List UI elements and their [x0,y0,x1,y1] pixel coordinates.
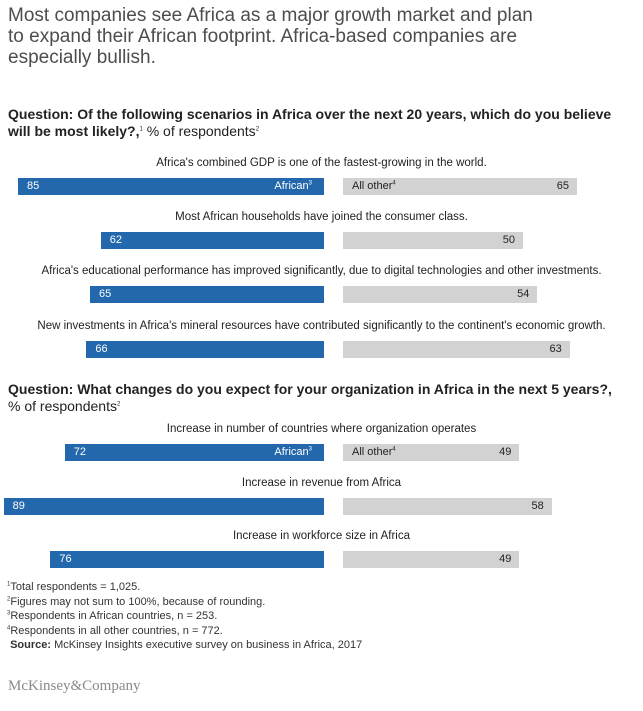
bar-all-other: 50 [343,232,523,249]
chart-title-line: to expand their African footprint. Afric… [8,26,518,47]
question-1-text: Question: Of the following scenarios in … [8,106,612,122]
question-1: Question: Of the following scenarios in … [8,106,633,140]
question-1-footnote-mark: 1 [139,126,143,133]
bar-all-other: All other4 65 [343,178,577,195]
series-footnote-mark: 4 [392,446,396,453]
bar-african: 89 [3,498,324,515]
category-label: Increase in workforce size in Africa [232,530,411,542]
question-2-text: Question: What changes do you expect for… [8,381,612,397]
footnote-item: 3Respondents in African countries, n = 2… [7,609,627,624]
source-line: Source: McKinsey Insights executive surv… [7,638,627,653]
bar-value-other: 58 [531,500,544,512]
question-2-unit: % of respondents [8,398,117,414]
footnote-text: Respondents in African countries, n = 25… [10,610,218,623]
source-label: Source: [10,639,52,652]
footnotes: 1Total respondents = 1,025. 2Figures may… [7,580,627,653]
bar-value-other: 63 [549,343,562,355]
source-text: McKinsey Insights executive survey on bu… [54,639,363,652]
bar-african: 72 African3 [64,444,324,461]
bar-value-other: 50 [502,234,515,246]
category-label: Africa's educational performance has imp… [41,265,602,277]
question-2-unit-footnote-mark: 2 [116,401,121,408]
bar-value-other: 54 [517,288,530,300]
category-label: Africa's combined GDP is one of the fast… [156,157,487,169]
bar-value-other: 65 [556,180,569,192]
series-label-african: African3 [274,180,312,192]
series-label-other: All other4 [352,446,396,458]
series-footnote-mark: 3 [308,180,312,187]
question-1-unit-footnote-mark: 2 [255,126,260,133]
bar-value-african: 62 [109,234,123,246]
footnote-mark: 3 [7,610,11,617]
category-label: New investments in Africa's mineral reso… [37,320,606,332]
chart-title: Most companies see Africa as a major gro… [8,5,628,68]
footnote-item: 2Figures may not sum to 100%, because of… [7,595,627,610]
footnote-item: 1Total respondents = 1,025. [7,580,627,595]
bar-african: 85 African3 [18,178,324,195]
footnote-mark: 4 [7,625,11,632]
bar-value-african: 85 [27,180,40,192]
chart-title-line: especially bullish. [8,47,156,68]
bar-value-other: 49 [499,553,512,565]
bar-value-african: 66 [95,343,108,355]
footnote-text: Respondents in all other countries, n = … [10,624,223,637]
question-1-unit: % of respondents [142,123,256,139]
bar-all-other: 49 [343,551,520,568]
question-1-text-cont: will be most likely?, [8,123,140,139]
category-label: Increase in revenue from Africa [241,477,402,489]
footnote-text: Total respondents = 1,025. [10,581,141,593]
series-label-other: All other4 [352,180,396,192]
bar-african: 62 [100,232,324,249]
bar-all-other: 63 [343,341,570,358]
footnote-text: Figures may not sum to 100%, because of … [10,595,266,608]
chart-title-line: Most companies see Africa as a major gro… [8,5,533,26]
bar-value-other: 49 [499,446,512,458]
bar-all-other: 54 [343,286,538,303]
bar-value-african: 89 [12,500,25,512]
bar-african: 76 [50,551,324,568]
bar-value-african: 72 [73,446,87,458]
series-footnote-mark: 4 [392,180,396,187]
series-footnote-mark: 3 [308,446,312,453]
bar-all-other: 58 [343,498,552,515]
company-logo: McKinsey&Company [8,678,141,694]
footnote-mark: 2 [7,595,11,602]
category-label: Most African households have joined the … [175,211,468,223]
bar-value-african: 76 [59,553,72,565]
bar-african: 65 [90,286,324,303]
bar-all-other: All other4 49 [343,444,520,461]
category-label: Increase in number of countries where or… [166,423,477,435]
bar-african: 66 [86,341,324,358]
bar-value-african: 65 [99,288,112,300]
footnote-item: 4Respondents in all other countries, n =… [7,624,627,639]
question-2: Question: What changes do you expect for… [8,381,633,415]
footnote-mark: 1 [7,581,11,588]
series-label-african: African3 [274,446,312,458]
